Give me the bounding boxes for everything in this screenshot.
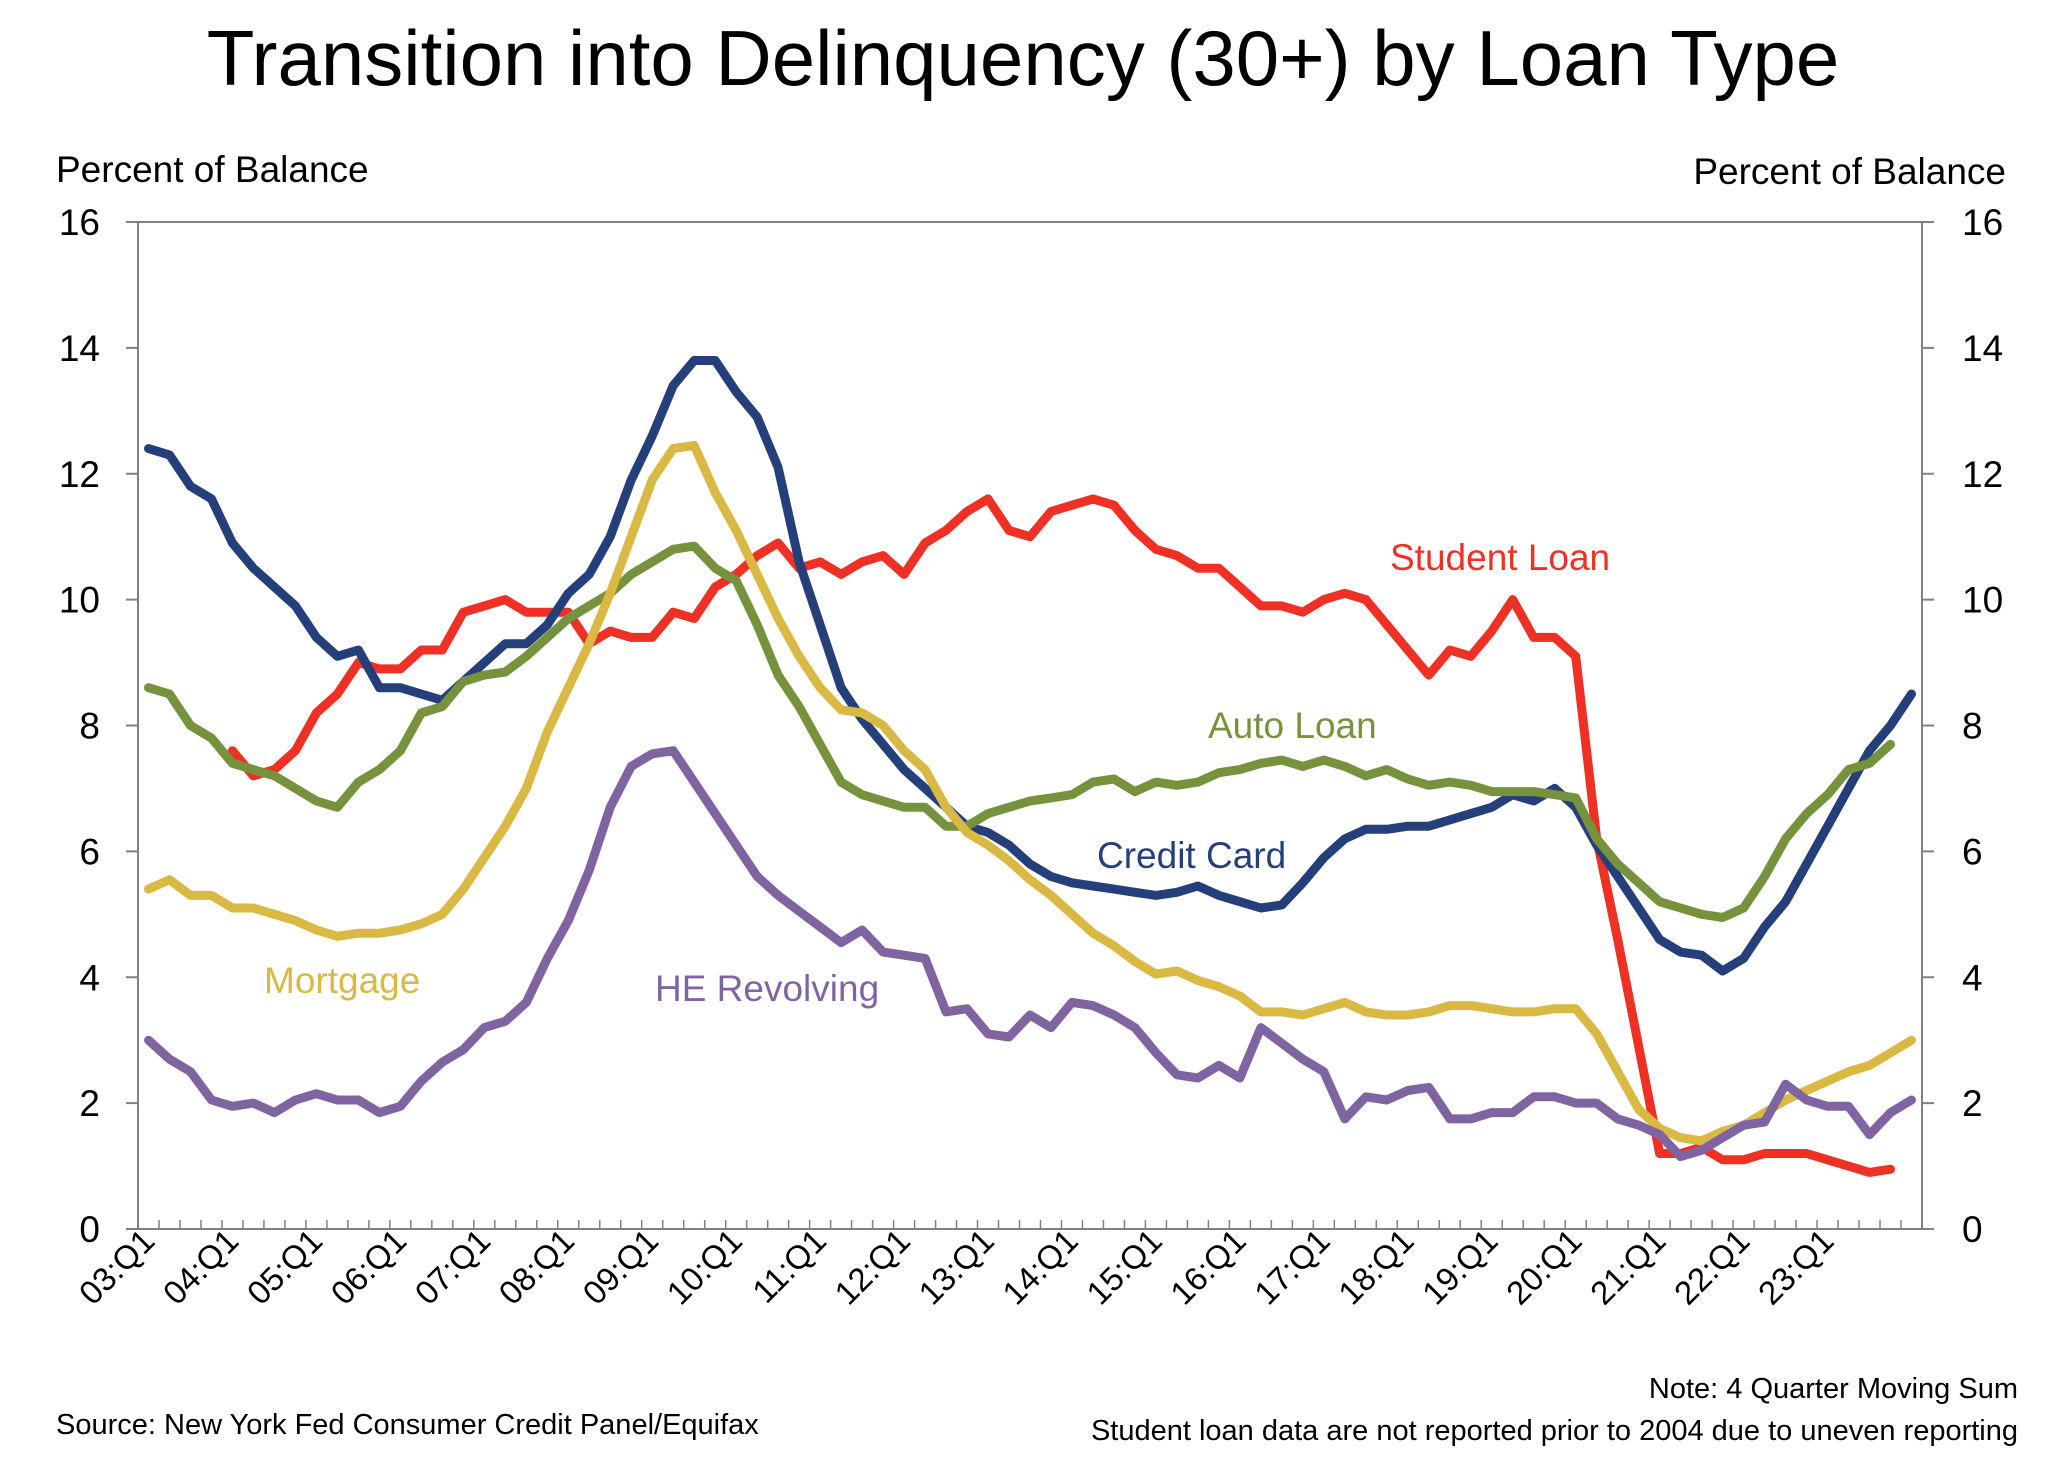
- y-tick-label-right: 14: [1962, 328, 2003, 369]
- y-tick-label-right: 6: [1962, 831, 1983, 872]
- reporting-note: Student loan data are not reported prior…: [1091, 1415, 2018, 1447]
- y-tick-label-left: 2: [79, 1083, 100, 1124]
- label-credit-card: Credit Card: [1097, 835, 1286, 876]
- x-tick-label: 12:Q1: [827, 1222, 917, 1312]
- label-auto-loan: Auto Loan: [1208, 705, 1377, 746]
- source-note: Source: New York Fed Consumer Credit Pan…: [56, 1409, 759, 1441]
- y-axis-left: 0 2 4 6 8 10 12 14 16: [59, 202, 138, 1250]
- y-tick-label-right: 10: [1962, 580, 2003, 621]
- label-mortgage: Mortgage: [264, 960, 420, 1001]
- x-tick-label: 04:Q1: [156, 1222, 246, 1312]
- y-axis-label-left: Percent of Balance: [56, 149, 369, 190]
- y-tick-label-left: 4: [79, 957, 100, 998]
- x-tick-label: 07:Q1: [408, 1222, 498, 1312]
- x-tick-label: 14:Q1: [995, 1222, 1085, 1312]
- label-he-revolving: HE Revolving: [655, 968, 879, 1009]
- y-tick-label-left: 14: [59, 328, 100, 369]
- y-tick-label-left: 16: [59, 202, 100, 243]
- moving-sum-note: Note: 4 Quarter Moving Sum: [1649, 1373, 2018, 1405]
- x-axis-tick-labels: 03:Q104:Q105:Q106:Q107:Q108:Q109:Q110:Q1…: [72, 1222, 1841, 1312]
- x-tick-label: 09:Q1: [575, 1222, 665, 1312]
- x-tick-label: 05:Q1: [240, 1222, 330, 1312]
- x-tick-label: 10:Q1: [659, 1222, 749, 1312]
- x-tick-label: 18:Q1: [1331, 1222, 1421, 1312]
- series-lines: [144, 356, 1916, 1177]
- y-tick-label-left: 6: [79, 831, 100, 872]
- y-tick-label-right: 2: [1962, 1083, 1983, 1124]
- x-axis-minor-ticks: [137, 1220, 1923, 1229]
- series-line-he-revolving: [144, 746, 1916, 1162]
- x-tick-label: 16:Q1: [1163, 1222, 1253, 1312]
- label-student-loan: Student Loan: [1390, 537, 1610, 578]
- x-tick-label: 13:Q1: [911, 1222, 1001, 1312]
- x-tick-label: 20:Q1: [1499, 1222, 1589, 1312]
- y-axis-label-right: Percent of Balance: [1693, 151, 2006, 192]
- x-tick-label: 21:Q1: [1583, 1222, 1673, 1312]
- chart-title: Transition into Delinquency (30+) by Loa…: [207, 14, 1839, 102]
- series-line-mortgage: [144, 440, 1916, 1146]
- y-tick-label-left: 0: [79, 1209, 100, 1250]
- y-tick-label-left: 10: [59, 580, 100, 621]
- x-tick-label: 23:Q1: [1751, 1222, 1841, 1312]
- x-tick-label: 11:Q1: [745, 1222, 833, 1310]
- y-tick-label-right: 4: [1962, 957, 1983, 998]
- y-tick-label-right: 12: [1962, 454, 2003, 495]
- y-tick-label-right: 0: [1962, 1209, 1983, 1250]
- x-tick-label: 22:Q1: [1667, 1222, 1757, 1312]
- y-tick-label-left: 8: [79, 706, 100, 747]
- series-line-student-loan: [227, 494, 1895, 1177]
- y-tick-label-right: 8: [1962, 706, 1983, 747]
- x-tick-label: 06:Q1: [324, 1222, 414, 1312]
- x-tick-label: 17:Q1: [1247, 1222, 1337, 1312]
- x-tick-label: 08:Q1: [491, 1222, 581, 1312]
- plot-area-frame: [137, 221, 1923, 1230]
- y-axis-right: 0 2 4 6 8 10 12 14 16: [1922, 202, 2003, 1250]
- series-line-auto-loan: [144, 541, 1895, 922]
- x-tick-label: 19:Q1: [1415, 1222, 1505, 1312]
- y-tick-label-left: 12: [59, 454, 100, 495]
- x-tick-label: 15:Q1: [1079, 1222, 1169, 1312]
- y-tick-label-right: 16: [1962, 202, 2003, 243]
